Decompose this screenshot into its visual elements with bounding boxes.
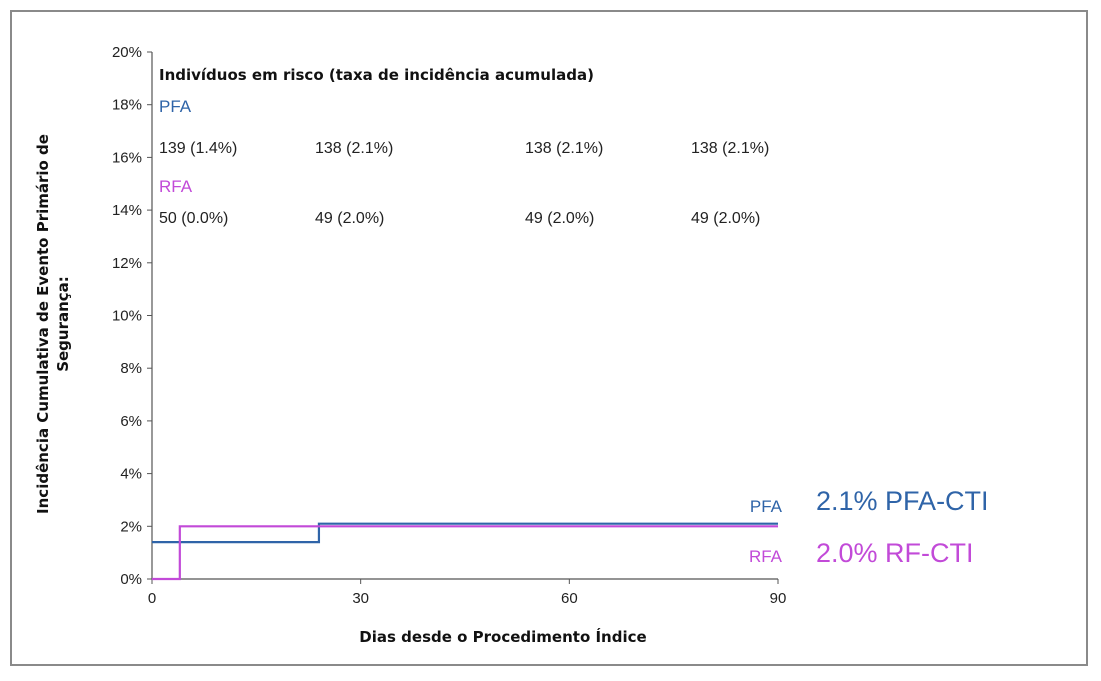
series-lines — [152, 522, 778, 581]
risk-value: 138 (2.1%) — [315, 140, 393, 157]
end-label-rfa: RFA — [749, 547, 783, 566]
chart-svg: 0% 2% 4% 6% 8% 10% 12% 14% 16% 18% 20% 0 30 60 90 Ind… — [34, 44, 989, 646]
y-tick-label: 20% — [112, 44, 142, 61]
risk-table-title: Indivíduos em risco (taxa de incidência … — [159, 66, 594, 84]
y-tick-label: 6% — [120, 413, 142, 430]
x-axis-ticks: 0 30 60 90 — [148, 579, 787, 607]
y-tick-label: 0% — [120, 571, 142, 588]
risk-value: 138 (2.1%) — [525, 140, 603, 157]
risk-value: 138 (2.1%) — [691, 140, 769, 157]
y-axis-ticks: 0% 2% 4% 6% 8% 10% 12% 14% 16% 18% 20% — [112, 44, 152, 588]
risk-value: 139 (1.4%) — [159, 140, 237, 157]
risk-value: 49 (2.0%) — [525, 210, 594, 227]
risk-value: 49 (2.0%) — [691, 210, 760, 227]
end-value-rfa: 2.0% RF-CTI — [816, 538, 974, 568]
y-tick-label: 18% — [112, 97, 142, 114]
y-tick-label: 12% — [112, 255, 142, 272]
risk-group-pfa: PFA — [159, 97, 192, 116]
x-tick-label: 60 — [561, 590, 578, 607]
risk-group-rfa: RFA — [159, 177, 193, 196]
y-axis-label-line1: Incidência Cumulativa de Evento Primário… — [34, 134, 52, 514]
risk-value: 49 (2.0%) — [315, 210, 384, 227]
x-tick-label: 30 — [352, 590, 369, 607]
x-axis-label: Dias desde o Procedimento Índice — [359, 627, 646, 646]
y-tick-label: 14% — [112, 202, 142, 219]
y-tick-label: 4% — [120, 466, 142, 483]
chart-frame: 0% 2% 4% 6% 8% 10% 12% 14% 16% 18% 20% 0 30 60 90 Ind… — [10, 10, 1088, 666]
y-axis-label-line2: Segurança: — [54, 276, 72, 372]
end-value-pfa: 2.1% PFA-CTI — [816, 486, 989, 516]
series-line-pfa — [152, 522, 778, 544]
end-label-pfa: PFA — [750, 497, 783, 516]
series-line-rfa — [152, 525, 778, 581]
risk-table: PFA 139 (1.4%) 138 (2.1%) 138 (2.1%) 138 (2.… — [159, 97, 769, 227]
y-tick-label: 2% — [120, 518, 142, 535]
y-tick-label: 10% — [112, 308, 142, 325]
end-labels: PFA 2.1% PFA-CTI RFA 2.0% RF-CTI — [749, 486, 989, 568]
risk-value: 50 (0.0%) — [159, 210, 228, 227]
y-tick-label: 16% — [112, 149, 142, 166]
y-tick-label: 8% — [120, 360, 142, 377]
x-tick-label: 0 — [148, 590, 156, 607]
x-tick-label: 90 — [770, 590, 787, 607]
